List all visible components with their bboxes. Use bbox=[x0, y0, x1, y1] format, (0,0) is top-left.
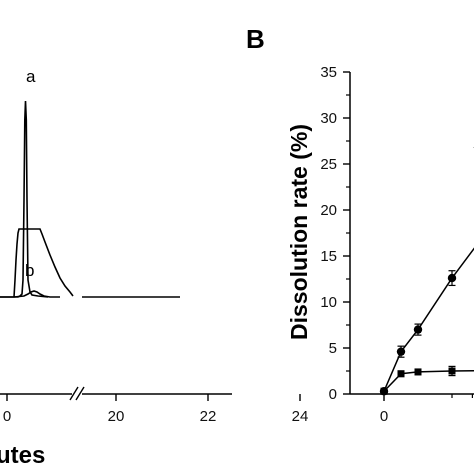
panel-a-chromatogram: a b 0 20 22 24 utes bbox=[0, 67, 308, 469]
panel-b-y-tick-label: 25 bbox=[320, 156, 337, 173]
data-point-square bbox=[414, 368, 422, 376]
data-point-circle bbox=[413, 325, 423, 334]
peak-label-b: b bbox=[25, 261, 34, 280]
panel-a-x-axis-title: utes bbox=[0, 442, 45, 469]
panel-b-x-tick-label: 0 bbox=[380, 408, 388, 425]
panel-a-x-tick-label: 20 bbox=[108, 408, 125, 425]
data-point-square bbox=[448, 367, 456, 375]
peak-label-a: a bbox=[26, 67, 36, 86]
axis-break-icon bbox=[69, 386, 85, 401]
panel-a-x-ticks: 0 20 22 24 bbox=[3, 394, 309, 425]
panel-a-x-tick-label: 24 bbox=[292, 408, 309, 425]
series-circle-line bbox=[383, 147, 474, 392]
panel-b-x-ticks: 0 bbox=[380, 394, 473, 425]
panel-a-x-tick-label: 0 bbox=[3, 408, 11, 425]
panel-b-y-tick-label: 20 bbox=[320, 202, 337, 219]
panel-b-y-tick-label: 15 bbox=[320, 248, 337, 265]
panel-b-dissolution: B Dissolution rate (%) 0 5 10 15 20 25 30 35 0 bbox=[246, 24, 474, 425]
panel-b-y-tick-label: 5 bbox=[329, 340, 337, 357]
panel-b-y-tick-label: 0 bbox=[329, 386, 337, 403]
panel-a-x-tick-label: 22 bbox=[200, 408, 217, 425]
data-point-circle bbox=[447, 273, 457, 283]
trace-b-line bbox=[0, 228, 74, 298]
panel-b-y-tick-label: 10 bbox=[320, 294, 337, 311]
panel-b-series bbox=[379, 147, 474, 396]
panel-b-letter: B bbox=[246, 24, 265, 54]
data-point-square bbox=[380, 387, 388, 395]
data-point-square bbox=[397, 370, 405, 378]
panel-b-y-tick-label: 30 bbox=[320, 110, 337, 127]
panel-b-y-tick-label: 35 bbox=[320, 64, 337, 81]
data-point-circle bbox=[396, 347, 406, 356]
trace-a-line bbox=[0, 100, 49, 298]
panel-b-y-ticks: 0 5 10 15 20 25 30 35 bbox=[320, 64, 350, 403]
panel-b-y-axis-title: Dissolution rate (%) bbox=[286, 124, 312, 340]
